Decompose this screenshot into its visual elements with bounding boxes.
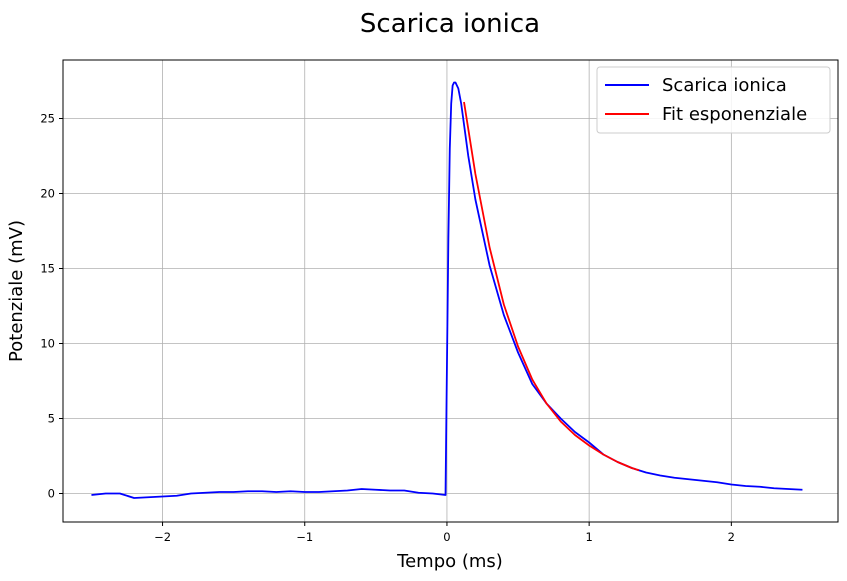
x-tick-label: 2 <box>728 530 735 544</box>
y-tick-label: 20 <box>40 187 55 201</box>
y-tick-label: 10 <box>40 337 55 351</box>
x-tick-label: −2 <box>154 530 171 544</box>
x-axis-label: Tempo (ms) <box>396 551 503 572</box>
x-tick-label: 0 <box>443 530 450 544</box>
y-tick-label: 25 <box>40 112 55 126</box>
legend-label-fit-esponenziale: Fit esponenziale <box>662 104 807 125</box>
y-axis-label: Potenziale (mV) <box>6 220 27 362</box>
series-line-scarica-ionica <box>91 81 803 499</box>
x-tick-label: 1 <box>585 530 592 544</box>
series-layer <box>91 81 803 499</box>
x-ticks: −2 −1 0 1 2 <box>154 522 735 544</box>
legend-label-scarica-ionica: Scarica ionica <box>662 75 787 96</box>
legend: Scarica ionica Fit esponenziale <box>596 66 831 134</box>
plot-frame <box>62 59 839 523</box>
y-ticks: 0 5 10 15 20 25 <box>40 112 63 501</box>
y-tick-label: 0 <box>48 487 55 501</box>
x-tick-label: −1 <box>296 530 313 544</box>
y-tick-label: 5 <box>48 412 55 426</box>
legend-box <box>596 66 831 134</box>
chart-title: Scarica ionica <box>360 9 540 39</box>
y-tick-label: 15 <box>40 262 55 276</box>
series-line-fit-esponenziale <box>463 101 640 472</box>
